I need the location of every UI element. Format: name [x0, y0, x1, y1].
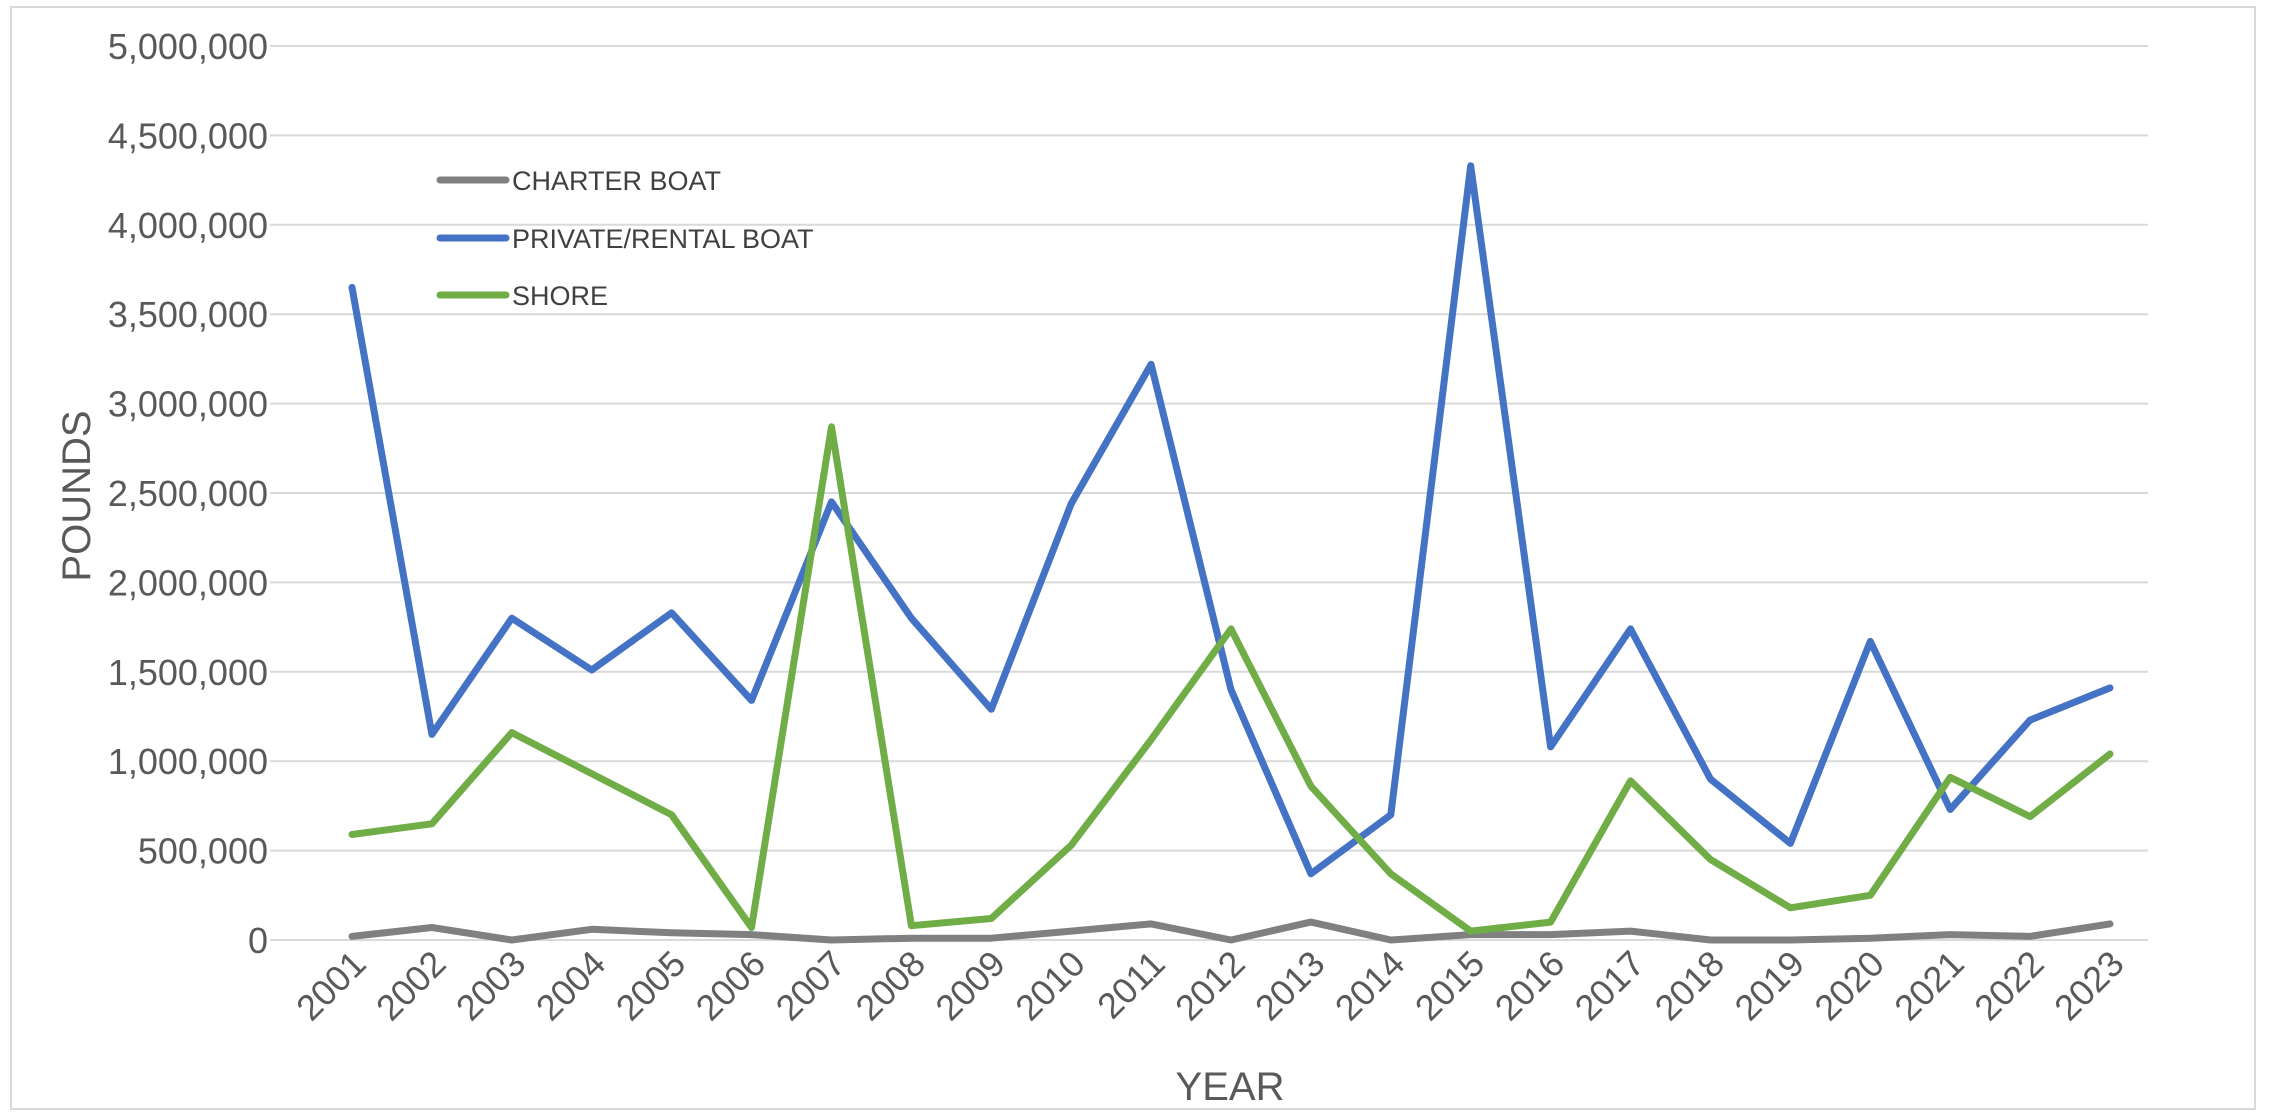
y-tick-label: 1,000,000	[108, 741, 268, 782]
x-tick-label: 2023	[2046, 943, 2132, 1029]
x-tick-label: 2003	[448, 943, 534, 1029]
x-tick-label: 2015	[1407, 943, 1493, 1029]
x-axis-ticks: 2001200220032004200520062007200820092010…	[288, 943, 2132, 1029]
y-axis-ticks: 0 500,000 1,000,000 1,500,000 2,000,000 2,500…	[108, 26, 268, 961]
legend-label-private-rental-boat: PRIVATE/RENTAL BOAT	[512, 224, 814, 254]
legend-label-charter-boat: CHARTER BOAT	[512, 166, 721, 196]
series-line-charter-boat	[348, 918, 2114, 944]
y-tick-label: 4,000,000	[108, 205, 268, 246]
y-tick-label: 0	[248, 920, 268, 961]
y-tick-label: 3,000,000	[108, 384, 268, 425]
y-tick-label: 2,500,000	[108, 473, 268, 514]
y-tick-label: 3,500,000	[108, 294, 268, 335]
x-axis-title: YEAR	[1176, 1065, 1285, 1109]
x-tick-label: 2013	[1247, 943, 1333, 1029]
y-tick-label: 4,500,000	[108, 115, 268, 156]
chart-frame: 0 500,000 1,000,000 1,500,000 2,000,000 2,500…	[10, 6, 2256, 1110]
x-tick-label: 2011	[1089, 943, 1173, 1027]
gridlines	[270, 45, 2148, 941]
series-line-private-rental-boat	[348, 162, 2114, 878]
x-tick-label: 2007	[767, 943, 853, 1029]
x-tick-label: 2021	[1886, 943, 1972, 1029]
x-tick-label: 2008	[847, 943, 933, 1029]
x-tick-label: 2022	[1966, 943, 2052, 1029]
y-axis-title: POUNDS	[55, 410, 99, 581]
x-tick-label: 2012	[1167, 943, 1253, 1029]
line-chart: 0 500,000 1,000,000 1,500,000 2,000,000 2,500…	[55, 26, 2148, 1109]
x-tick-label: 2017	[1567, 943, 1653, 1029]
x-tick-label: 2014	[1327, 943, 1413, 1029]
x-tick-label: 2009	[927, 943, 1013, 1029]
y-tick-label: 1,500,000	[108, 652, 268, 693]
x-tick-label: 2018	[1646, 943, 1732, 1029]
y-tick-label: 5,000,000	[108, 26, 268, 67]
x-tick-label: 2001	[288, 943, 374, 1029]
legend-label-shore: SHORE	[512, 281, 608, 311]
x-tick-label: 2016	[1487, 943, 1573, 1029]
x-tick-label: 2004	[528, 943, 614, 1029]
x-tick-label: 2019	[1726, 943, 1812, 1029]
x-tick-label: 2006	[688, 943, 774, 1029]
series-line-shore	[348, 423, 2114, 935]
series-lines	[348, 162, 2114, 944]
legend: CHARTER BOAT PRIVATE/RENTAL BOAT SHORE	[436, 166, 814, 311]
x-tick-label: 2005	[608, 943, 694, 1029]
x-tick-label: 2020	[1806, 943, 1892, 1029]
y-tick-label: 500,000	[138, 831, 268, 872]
y-tick-label: 2,000,000	[108, 562, 268, 603]
x-tick-label: 2002	[368, 943, 454, 1029]
x-tick-label: 2010	[1007, 943, 1093, 1029]
